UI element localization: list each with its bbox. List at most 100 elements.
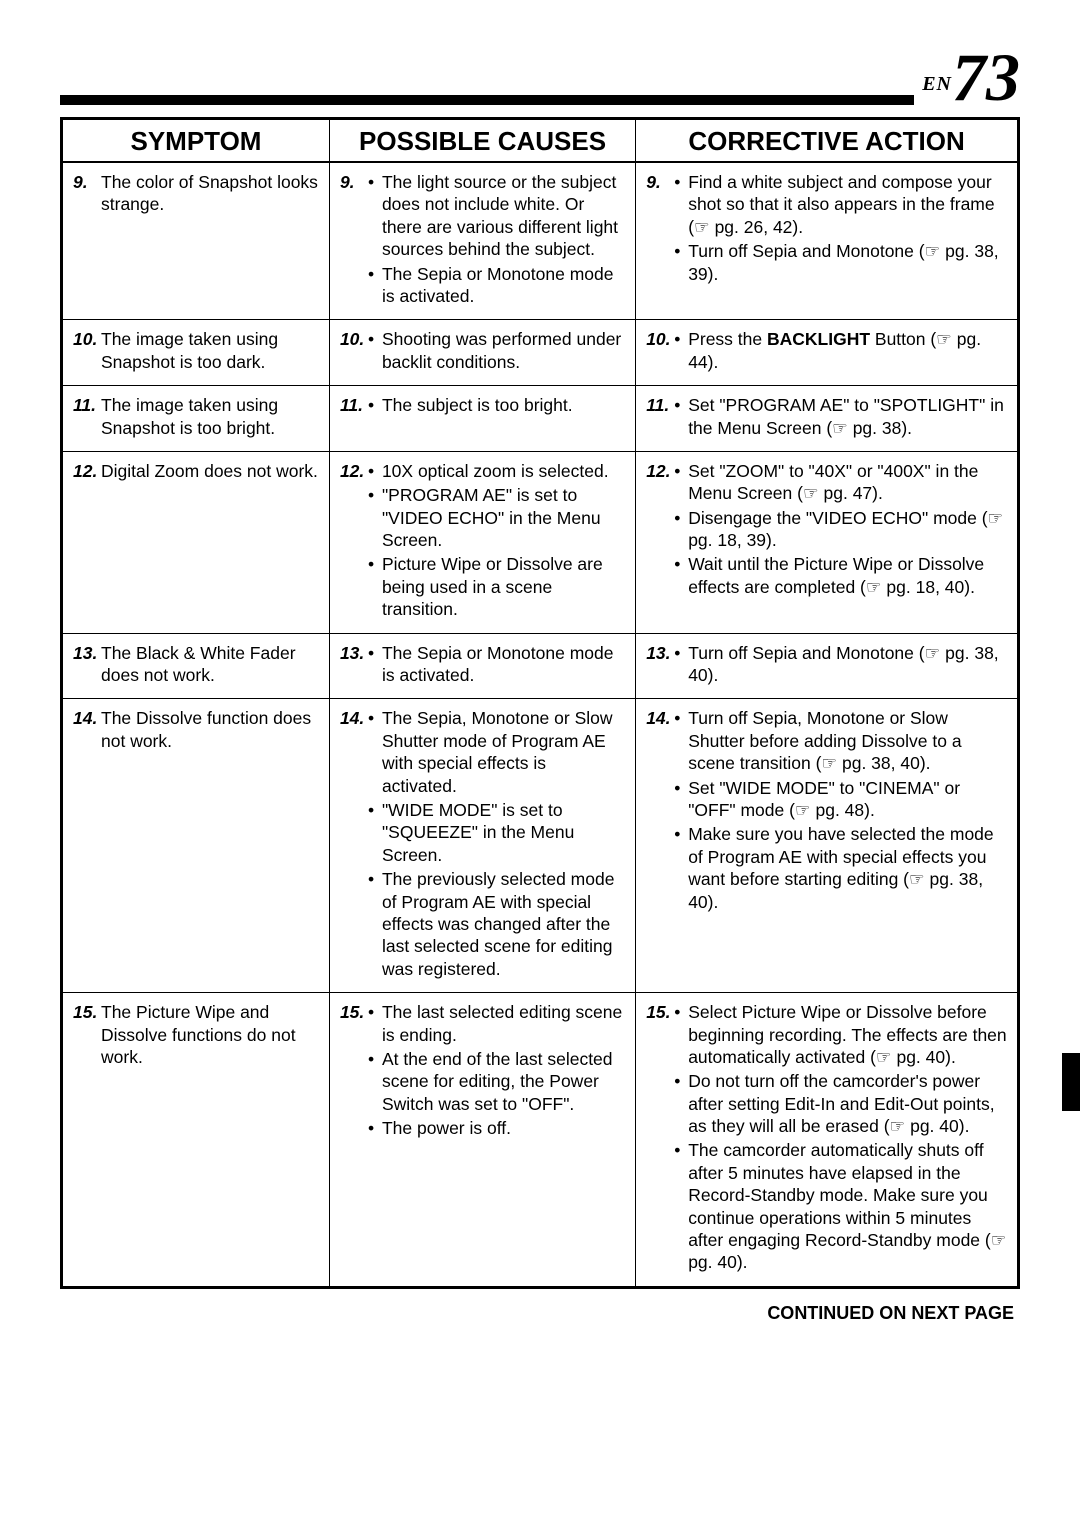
row-number: 9. (340, 171, 368, 309)
row-number: 15. (340, 1001, 368, 1141)
action-cell: 13.Turn off Sepia and Monotone (☞ pg. 38… (636, 633, 1019, 699)
row-number: 11. (340, 394, 368, 418)
causes-list: 10X optical zoom is selected."PROGRAM AE… (368, 460, 625, 621)
col-header-causes: POSSIBLE CAUSES (329, 119, 635, 163)
causes-cell: 13.The Sepia or Monotone mode is activat… (329, 633, 635, 699)
action-item: Make sure you have selected the mode of … (674, 823, 1007, 913)
action-item: Wait until the Picture Wipe or Dissolve … (674, 553, 1007, 598)
cause-item: The Sepia or Monotone mode is activated. (368, 263, 625, 308)
actions-list: Find a white subject and compose your sh… (674, 171, 1007, 285)
row-number: 11. (73, 394, 101, 439)
action-cell: 12.Set "ZOOM" to "40X" or "400X" in the … (636, 451, 1019, 633)
cause-item: Shooting was performed under backlit con… (368, 328, 625, 373)
symptom-text: The image taken using Snapshot is too da… (101, 328, 319, 373)
cause-item: The power is off. (368, 1117, 625, 1139)
cause-item: Picture Wipe or Dissolve are being used … (368, 553, 625, 620)
action-cell: 14.Turn off Sepia, Monotone or Slow Shut… (636, 699, 1019, 993)
row-number: 12. (340, 460, 368, 623)
symptom-cell: 11.The image taken using Snapshot is too… (62, 386, 330, 452)
page-num-value: 73 (952, 39, 1020, 115)
symptom-cell: 10.The image taken using Snapshot is too… (62, 320, 330, 386)
manual-page: EN73 SYMPTOM POSSIBLE CAUSES CORRECTIVE … (0, 0, 1080, 1533)
action-item: Set "WIDE MODE" to "CINEMA" or "OFF" mod… (674, 777, 1007, 822)
continued-footer: CONTINUED ON NEXT PAGE (60, 1303, 1020, 1324)
row-number: 10. (340, 328, 368, 375)
table-row: 12.Digital Zoom does not work.12.10X opt… (62, 451, 1019, 633)
causes-list: Shooting was performed under backlit con… (368, 328, 625, 373)
troubleshooting-table: SYMPTOM POSSIBLE CAUSES CORRECTIVE ACTIO… (60, 117, 1020, 1289)
action-item: Select Picture Wipe or Dissolve before b… (674, 1001, 1007, 1068)
table-row: 11.The image taken using Snapshot is too… (62, 386, 1019, 452)
causes-cell: 12.10X optical zoom is selected."PROGRAM… (329, 451, 635, 633)
thumb-index-tab (1062, 1053, 1080, 1111)
row-number: 9. (73, 171, 101, 216)
causes-cell: 9.The light source or the subject does n… (329, 162, 635, 320)
causes-list: The Sepia or Monotone mode is activated. (368, 642, 625, 687)
action-item: Do not turn off the camcorder's power af… (674, 1070, 1007, 1137)
causes-list: The Sepia, Monotone or Slow Shutter mode… (368, 707, 625, 980)
cause-item: The previously selected mode of Program … (368, 868, 625, 980)
causes-cell: 11.The subject is too bright. (329, 386, 635, 452)
row-number: 10. (73, 328, 101, 373)
actions-list: Set "ZOOM" to "40X" or "400X" in the Men… (674, 460, 1007, 598)
row-number: 14. (646, 707, 674, 915)
action-item: Turn off Sepia and Monotone (☞ pg. 38, 3… (674, 240, 1007, 285)
cause-item: The light source or the subject does not… (368, 171, 625, 261)
action-item: Press the BACKLIGHT Button (☞ pg. 44). (674, 328, 1007, 373)
action-item: Disengage the "VIDEO ECHO" mode (☞ pg. 1… (674, 507, 1007, 552)
cause-item: The Sepia or Monotone mode is activated. (368, 642, 625, 687)
causes-cell: 10.Shooting was performed under backlit … (329, 320, 635, 386)
table-row: 9.The color of Snapshot looks strange.9.… (62, 162, 1019, 320)
row-number: 9. (646, 171, 674, 287)
actions-list: Turn off Sepia and Monotone (☞ pg. 38, 4… (674, 642, 1007, 687)
symptom-text: The image taken using Snapshot is too br… (101, 394, 319, 439)
lang-label: EN (922, 73, 952, 95)
causes-list: The last selected editing scene is endin… (368, 1001, 625, 1139)
action-item: Set "PROGRAM AE" to "SPOTLIGHT" in the M… (674, 394, 1007, 439)
table-row: 14.The Dissolve function does not work.1… (62, 699, 1019, 993)
header-bar: EN73 (60, 40, 1020, 105)
row-number: 11. (646, 394, 674, 441)
cause-item: At the end of the last selected scene fo… (368, 1048, 625, 1115)
col-header-symptom: SYMPTOM (62, 119, 330, 163)
row-number: 15. (73, 1001, 101, 1068)
action-item: Turn off Sepia, Monotone or Slow Shutter… (674, 707, 1007, 774)
causes-list: The subject is too bright. (368, 394, 625, 416)
symptom-text: The Black & White Fader does not work. (101, 642, 319, 687)
symptom-cell: 15.The Picture Wipe and Dissolve functio… (62, 993, 330, 1288)
symptom-cell: 14.The Dissolve function does not work. (62, 699, 330, 993)
actions-list: Turn off Sepia, Monotone or Slow Shutter… (674, 707, 1007, 913)
header-rule (60, 95, 1020, 105)
causes-cell: 14.The Sepia, Monotone or Slow Shutter m… (329, 699, 635, 993)
action-cell: 10.Press the BACKLIGHT Button (☞ pg. 44)… (636, 320, 1019, 386)
actions-list: Select Picture Wipe or Dissolve before b… (674, 1001, 1007, 1274)
actions-list: Press the BACKLIGHT Button (☞ pg. 44). (674, 328, 1007, 373)
action-item: The camcorder automatically shuts off af… (674, 1139, 1007, 1273)
action-item: Turn off Sepia and Monotone (☞ pg. 38, 4… (674, 642, 1007, 687)
col-header-action: CORRECTIVE ACTION (636, 119, 1019, 163)
row-number: 13. (646, 642, 674, 689)
row-number: 14. (73, 707, 101, 752)
symptom-cell: 13.The Black & White Fader does not work… (62, 633, 330, 699)
causes-cell: 15.The last selected editing scene is en… (329, 993, 635, 1288)
actions-list: Set "PROGRAM AE" to "SPOTLIGHT" in the M… (674, 394, 1007, 439)
cause-item: "WIDE MODE" is set to "SQUEEZE" in the M… (368, 799, 625, 866)
cause-item: The last selected editing scene is endin… (368, 1001, 625, 1046)
cause-item: The subject is too bright. (368, 394, 625, 416)
symptom-text: The color of Snapshot looks strange. (101, 171, 319, 216)
table-row: 15.The Picture Wipe and Dissolve functio… (62, 993, 1019, 1288)
symptom-cell: 12.Digital Zoom does not work. (62, 451, 330, 633)
cause-item: The Sepia, Monotone or Slow Shutter mode… (368, 707, 625, 797)
action-cell: 15.Select Picture Wipe or Dissolve befor… (636, 993, 1019, 1288)
row-number: 13. (73, 642, 101, 687)
symptom-cell: 9.The color of Snapshot looks strange. (62, 162, 330, 320)
action-cell: 9.Find a white subject and compose your … (636, 162, 1019, 320)
page-number: EN73 (914, 43, 1020, 111)
symptom-text: The Dissolve function does not work. (101, 707, 319, 752)
cause-item: "PROGRAM AE" is set to "VIDEO ECHO" in t… (368, 484, 625, 551)
row-number: 12. (646, 460, 674, 600)
action-item: Find a white subject and compose your sh… (674, 171, 1007, 238)
table-row: 10.The image taken using Snapshot is too… (62, 320, 1019, 386)
row-number: 12. (73, 460, 101, 482)
causes-list: The light source or the subject does not… (368, 171, 625, 307)
